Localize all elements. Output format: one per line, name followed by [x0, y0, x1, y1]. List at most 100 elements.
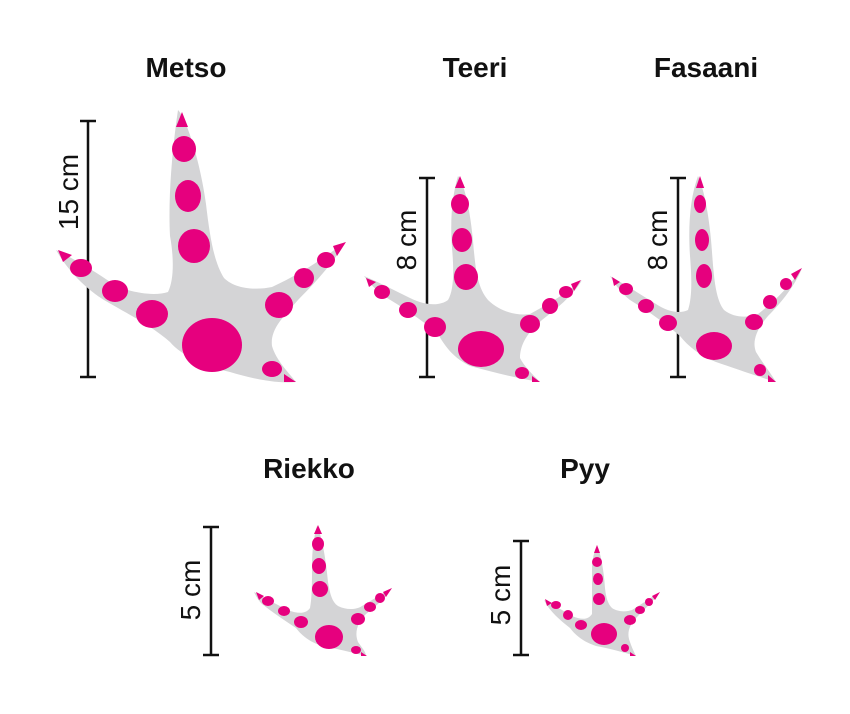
pad	[763, 295, 777, 309]
heel-pad	[591, 623, 617, 645]
claw-left	[366, 278, 376, 287]
claw-front	[176, 112, 188, 127]
claw-back	[768, 375, 776, 382]
pad	[374, 285, 390, 299]
pad	[542, 298, 558, 314]
scale-bar-riekko	[203, 525, 219, 657]
heel-pad	[182, 318, 242, 372]
pad	[294, 268, 314, 288]
pad	[454, 264, 478, 290]
pad	[694, 195, 706, 213]
scale-bar-fasaani	[670, 176, 686, 379]
toe-pads-fasaani	[612, 176, 802, 382]
toe-pads-riekko	[256, 525, 392, 656]
pad	[175, 180, 201, 212]
claw-right	[571, 280, 581, 291]
claw-front	[594, 545, 600, 553]
heel-pad	[696, 332, 732, 360]
pad	[262, 596, 274, 606]
pad	[312, 581, 328, 597]
pad	[593, 593, 605, 605]
scale-bar-metso	[80, 119, 96, 379]
pad	[294, 616, 308, 628]
title-riekko: Riekko	[263, 453, 355, 484]
track-metso: 15 cm	[53, 110, 346, 383]
pad	[312, 537, 324, 551]
claw-left	[545, 599, 552, 606]
toe-pads-metso	[58, 112, 346, 382]
pad	[351, 646, 361, 654]
claw-left	[256, 592, 264, 600]
claw-back	[630, 652, 636, 656]
scale-bar-teeri	[419, 176, 435, 379]
track-fasaani: 8 cm	[610, 176, 802, 382]
pad	[780, 278, 792, 290]
pad	[178, 229, 210, 263]
pad	[317, 252, 335, 268]
pad	[452, 228, 472, 252]
pad	[172, 136, 196, 162]
scale-bar-pyy	[513, 539, 529, 657]
pad	[575, 620, 587, 630]
track-pyy: 5 cm	[485, 539, 660, 657]
claw-front	[314, 525, 322, 534]
pad	[645, 598, 653, 606]
claw-back	[284, 374, 296, 382]
pad	[278, 606, 290, 616]
pad	[70, 259, 92, 277]
pad	[364, 602, 376, 612]
title-teeri: Teeri	[442, 52, 508, 83]
pad	[563, 610, 573, 620]
pad	[451, 194, 469, 214]
title-metso: Metso	[145, 52, 227, 83]
heel-pad	[458, 331, 504, 367]
claw-right	[652, 592, 660, 600]
pad	[659, 315, 677, 331]
pad	[619, 283, 633, 295]
scale-label-fasaani: 8 cm	[642, 210, 673, 271]
pad	[351, 613, 365, 625]
claw-left	[612, 277, 620, 286]
toe-pads-pyy	[545, 545, 660, 656]
claw-left	[58, 250, 72, 262]
title-fasaani: Fasaani	[653, 52, 759, 83]
scale-label-metso: 15 cm	[53, 154, 84, 230]
scale-label-teeri: 8 cm	[391, 210, 422, 271]
pad	[551, 601, 561, 609]
scale-label-riekko: 5 cm	[175, 560, 206, 621]
title-pyy: Pyy	[560, 453, 610, 484]
pad	[262, 361, 282, 377]
pad	[621, 644, 629, 652]
claw-back	[361, 652, 367, 656]
claw-right	[333, 242, 346, 256]
pad	[638, 299, 654, 313]
pad	[696, 264, 712, 288]
pad	[399, 302, 417, 318]
claw-front	[696, 176, 704, 188]
pad	[265, 292, 293, 318]
track-riekko: 5 cm	[175, 525, 392, 657]
pad	[754, 364, 766, 376]
pad	[375, 593, 385, 603]
pad	[424, 317, 446, 337]
claw-back	[532, 376, 540, 382]
pad	[592, 557, 602, 567]
claw-right	[383, 588, 392, 597]
pad	[635, 606, 645, 614]
claw-front	[455, 176, 465, 188]
pad	[515, 367, 529, 379]
pad	[520, 315, 540, 333]
pad	[745, 314, 763, 330]
scale-label-pyy: 5 cm	[485, 565, 516, 626]
pad	[695, 229, 709, 251]
pad	[559, 286, 573, 298]
pad	[624, 615, 636, 625]
pad	[312, 558, 326, 574]
heel-pad	[315, 625, 343, 649]
toe-pads-teeri	[366, 176, 581, 382]
claw-right	[791, 268, 802, 280]
track-teeri: 8 cm	[364, 176, 582, 382]
pad	[136, 300, 168, 328]
pad	[102, 280, 128, 302]
